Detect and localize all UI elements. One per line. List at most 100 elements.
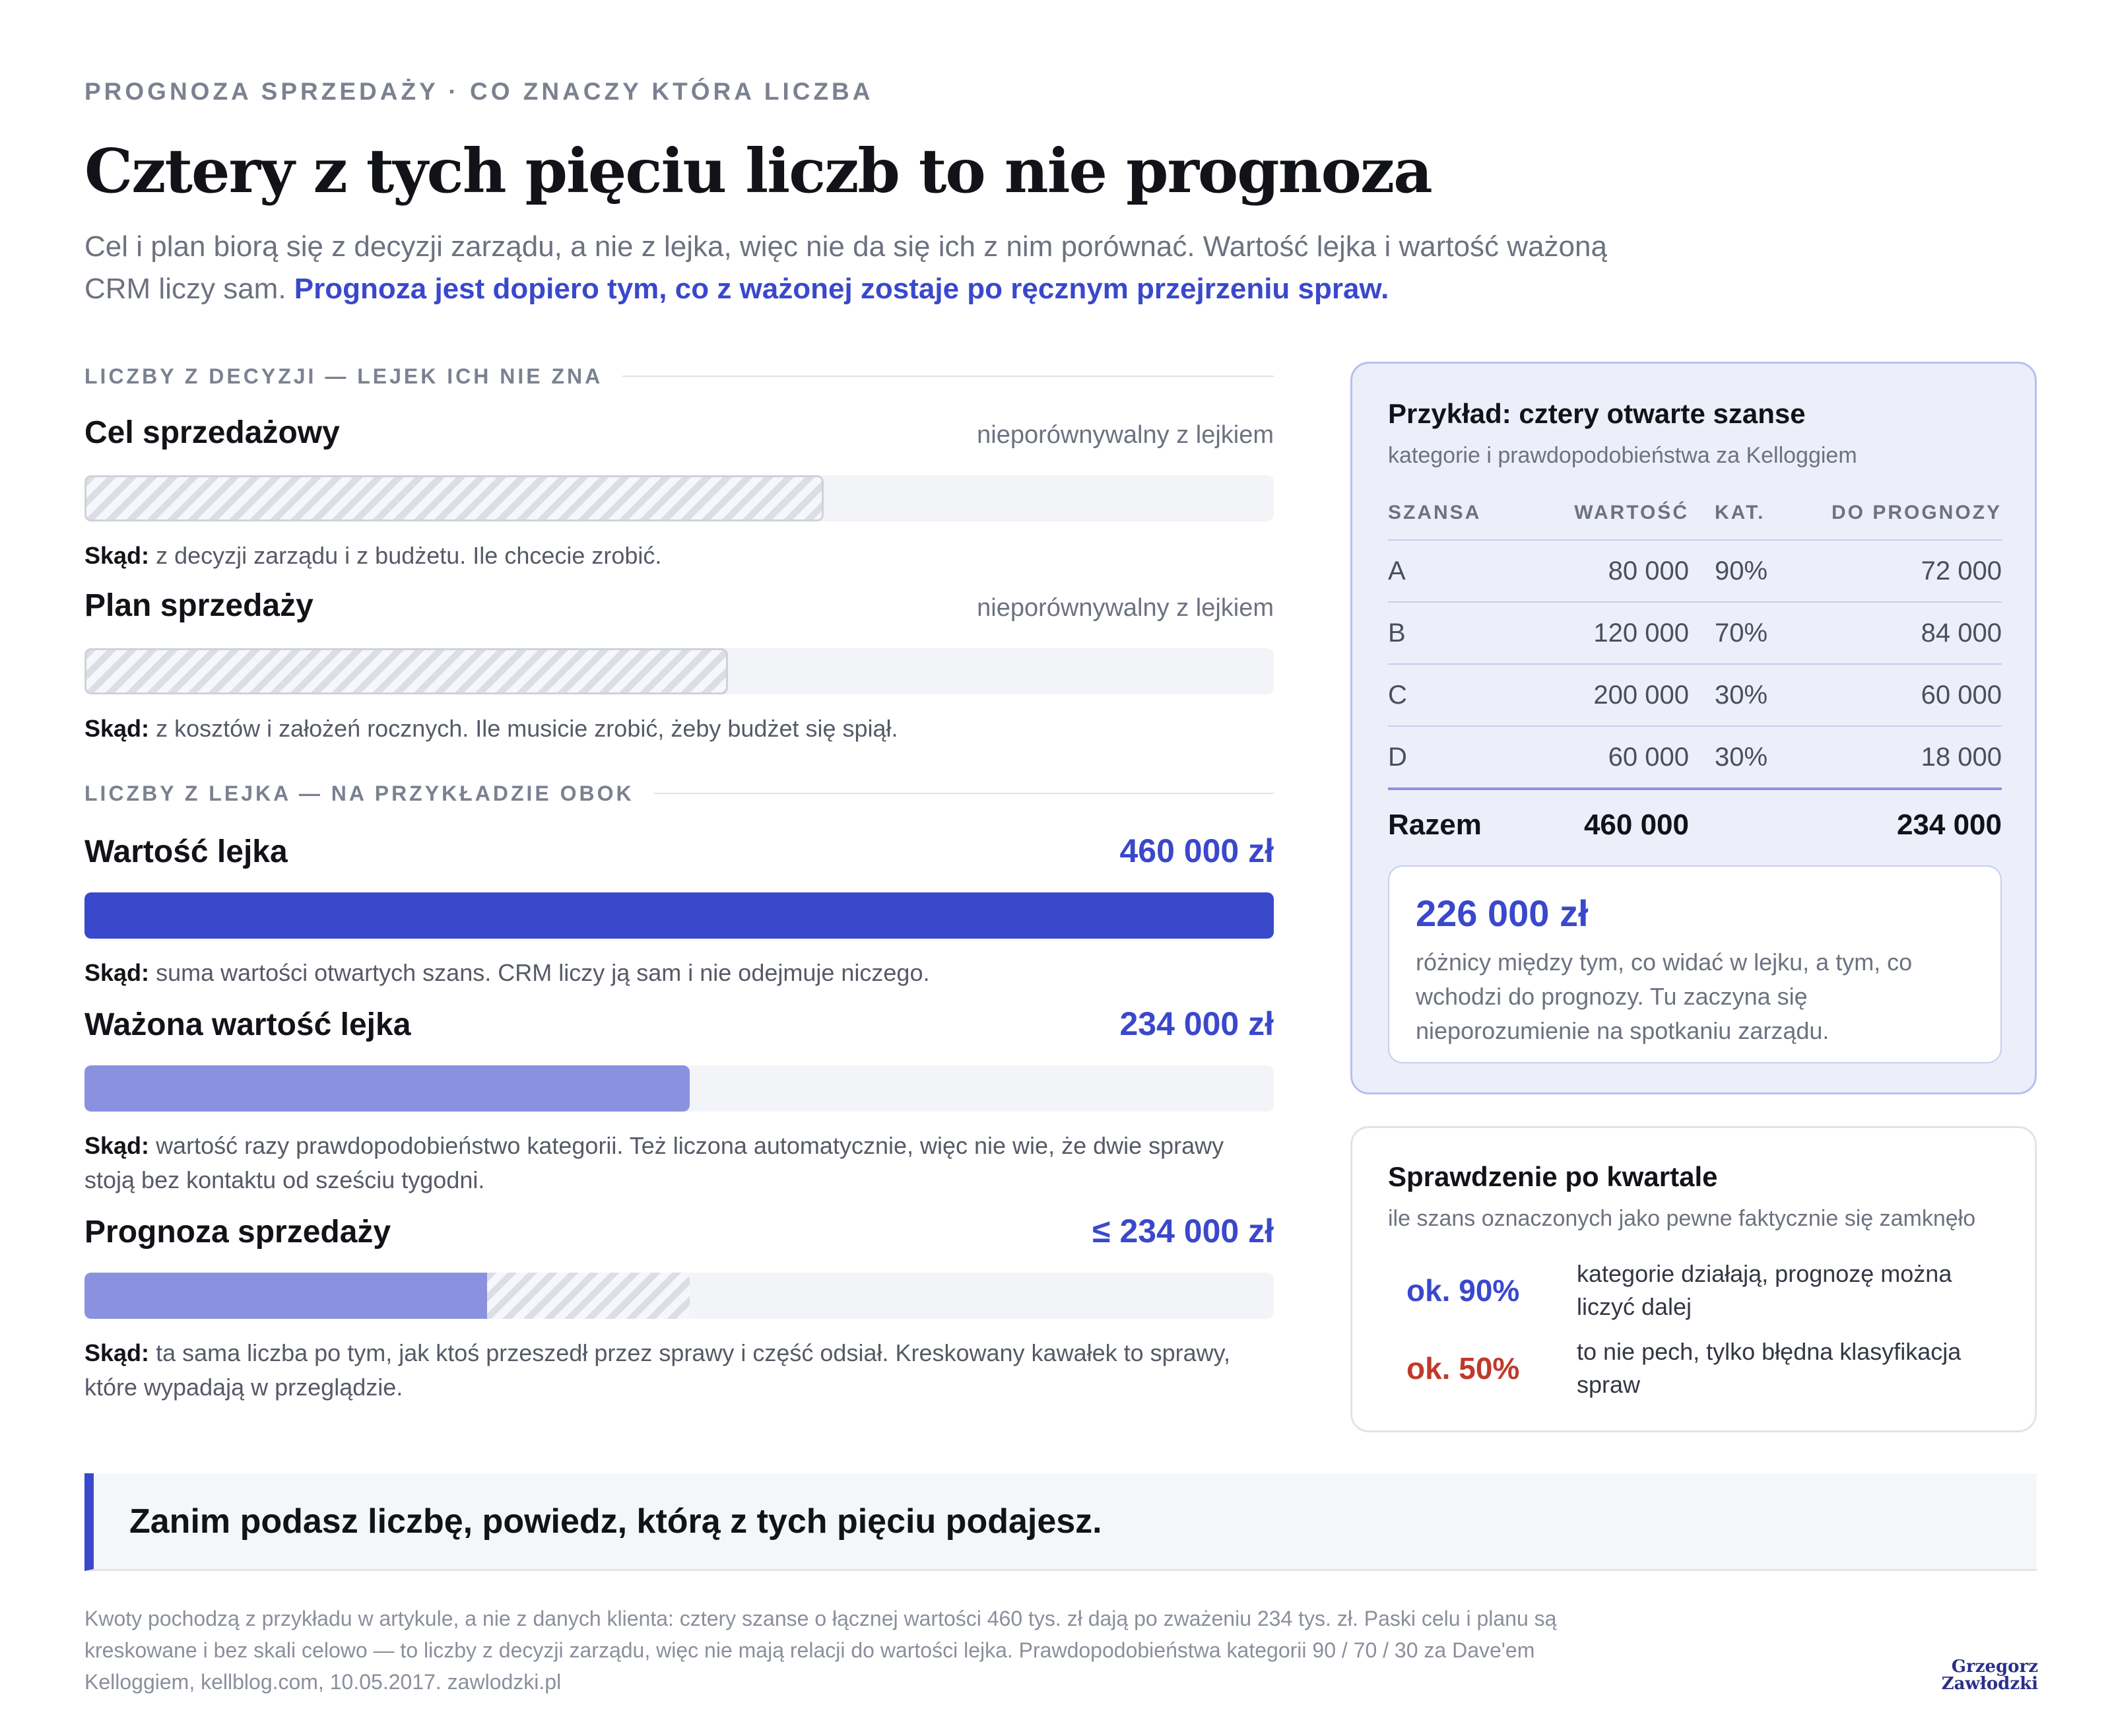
cell-category: 30% [1715,680,1768,710]
check-value: ok. 50% [1406,1351,1520,1385]
check-value: ok. 90% [1406,1273,1520,1308]
table-row: C 200 000 30% 60 000 [1388,665,2002,727]
metric-bar-hatched [84,475,824,521]
metric-bar-track [84,1065,1274,1112]
section-label-text: LICZBY Z DECYZJI — LEJEK ICH NIE ZNA [84,364,603,388]
total-value: 460 000 [1583,809,1689,841]
callout: Zanim podasz liczbę, powiedz, którą z ty… [84,1473,2037,1571]
column-header: WARTOŚĆ [1574,502,1689,523]
check-item: ok. 50% to nie pech, tylko błędna klasyf… [1388,1335,2002,1401]
column-header: SZANSA [1388,502,1482,523]
cell-category: 70% [1715,618,1768,648]
metric-source: Skąd: suma wartości otwartych szans. CRM… [84,956,1274,990]
source-text: wartość razy prawdopodobieństwo kategori… [84,1132,1224,1193]
source-prefix: Skąd: [84,1339,150,1366]
column-header: DO PROGNOZY [1831,502,2002,523]
metric-plan: Plan sprzedaży nieporównywalny z lejkiem… [84,587,1274,746]
subtitle: Cel i plan biorą się z decyzji zarządu, … [84,226,1668,310]
metric-weighted-value: Ważona wartość lejka 234 000 zł Skąd: wa… [84,1005,1274,1197]
column-header: KAT. [1715,502,1766,523]
metric-bar-hatched [487,1273,690,1319]
section-rule [653,793,1274,794]
cell-category: 90% [1715,556,1768,585]
page-title: Cztery z tych pięciu liczb to nie progno… [84,135,1433,207]
metric-source: Skąd: z kosztów i założeń rocznych. Ile … [84,712,1274,746]
check-subtitle: ile szans oznaczonych jako pewne faktycz… [1388,1206,1976,1231]
example-subtitle: kategorie i prawdopodobieństwa za Kellog… [1388,443,1857,468]
brand-logo: Grzegorz Zawłodzki [1926,1658,2038,1692]
footnote: Kwoty pochodzą z przykładu w artykule, a… [84,1607,1557,1694]
brand-line-2: Zawłodzki [1941,1674,2038,1694]
brand-line-1: Grzegorz [1951,1657,2038,1677]
metric-note: nieporównywalny z lejkiem [977,421,1274,449]
table-row: B 120 000 70% 84 000 [1388,603,2002,665]
metric-note: nieporównywalny z lejkiem [977,594,1274,622]
metric-name: Plan sprzedaży [84,588,314,623]
source-text: z kosztów i założeń rocznych. Ile musici… [156,715,898,742]
metric-name: Prognoza sprzedaży [84,1215,391,1250]
callout-text: Zanim podasz liczbę, powiedz, którą z ty… [129,1502,1102,1541]
source-text: z decyzji zarządu i z budżetu. Ile chcec… [156,542,662,569]
section-label-text: LICZBY Z LEJKA — NA PRZYKŁADZIE OBOK [84,781,634,805]
metric-forecast: Prognoza sprzedaży ≤ 234 000 zł Skąd: ta… [84,1212,1274,1405]
metric-value: 460 000 zł [1119,832,1274,869]
table-header-row: SZANSA WARTOŚĆ KAT. DO PROGNOZY [1388,486,2002,541]
metric-bar-fill [84,1065,690,1112]
source-prefix: Skąd: [84,1132,150,1159]
check-text: kategorie działają, prognozę można liczy… [1577,1260,1952,1320]
cell-forecast: 84 000 [1921,618,2002,648]
source-prefix: Skąd: [84,542,150,569]
metric-bar-fill [84,1273,487,1319]
cell-category: 30% [1715,742,1768,772]
subtitle-accent: Prognoza jest dopiero tym, co z ważonej … [294,273,1389,305]
table-row: A 80 000 90% 72 000 [1388,541,2002,603]
total-forecast: 234 000 [1896,809,2002,841]
metric-bar-track [84,475,1274,521]
section-label-decisions: LICZBY Z DECYZJI — LEJEK ICH NIE ZNA [84,363,1274,389]
check-text: to nie pech, tylko błędna klasyfikacja s… [1577,1338,1962,1398]
metric-bar-fill [84,892,1274,939]
total-label: Razem [1388,809,1482,841]
metric-source: Skąd: wartość razy prawdopodobieństwo ka… [84,1129,1274,1197]
cell-forecast: 60 000 [1921,680,2002,710]
cell-name: D [1388,742,1407,772]
cell-value: 120 000 [1593,618,1689,648]
example-table: SZANSA WARTOŚĆ KAT. DO PROGNOZY A 80 000… [1388,486,2002,860]
source-prefix: Skąd: [84,959,150,986]
cell-name: A [1388,556,1406,585]
check-item: ok. 90% kategorie działają, prognozę moż… [1388,1257,2002,1323]
cell-value: 80 000 [1608,556,1689,585]
metric-value: 234 000 zł [1119,1005,1274,1042]
metric-target: Cel sprzedażowy nieporównywalny z lejkie… [84,415,1274,573]
metric-source: Skąd: ta sama liczba po tym, jak ktoś pr… [84,1336,1274,1405]
gap-text: różnicy między tym, co widać w lejku, a … [1416,949,1913,1044]
cell-name: C [1388,680,1407,710]
metric-bar-track [84,892,1274,939]
check-panel: Sprawdzenie po kwartale ile szans oznacz… [1350,1126,2037,1432]
example-panel: Przykład: cztery otwarte szanse kategori… [1350,362,2037,1094]
metric-name: Wartość lejka [84,834,288,869]
source-prefix: Skąd: [84,715,150,742]
metric-source: Skąd: z decyzji zarządu i z budżetu. Ile… [84,539,1274,573]
cell-forecast: 18 000 [1921,742,2002,772]
cell-value: 60 000 [1608,742,1689,772]
cell-name: B [1388,618,1406,648]
source-text: suma wartości otwartych szans. CRM liczy… [156,959,930,986]
section-label-funnel: LICZBY Z LEJKA — NA PRZYKŁADZIE OBOK [84,780,1274,807]
metric-bar-track [84,648,1274,694]
metric-name: Cel sprzedażowy [84,415,340,450]
table-row: D 60 000 30% 18 000 [1388,727,2002,787]
eyebrow: PROGNOZA SPRZEDAŻY · CO ZNACZY KTÓRA LIC… [84,78,874,105]
gap-box: 226 000 zł różnicy między tym, co widać … [1388,865,2002,1063]
gap-value: 226 000 zł [1416,892,1589,934]
table-total-row: Razem 460 000 234 000 [1388,787,2002,860]
metric-funnel-value: Wartość lejka 460 000 zł Skąd: suma wart… [84,832,1274,990]
metric-bar-hatched [84,648,728,694]
cell-value: 200 000 [1593,680,1689,710]
example-title: Przykład: cztery otwarte szanse [1388,398,1806,429]
metric-value: ≤ 234 000 zł [1092,1213,1274,1250]
source-text: ta sama liczba po tym, jak ktoś przeszed… [84,1339,1231,1401]
metric-bar-track [84,1273,1274,1319]
check-title: Sprawdzenie po kwartale [1388,1161,1718,1192]
cell-forecast: 72 000 [1921,556,2002,585]
